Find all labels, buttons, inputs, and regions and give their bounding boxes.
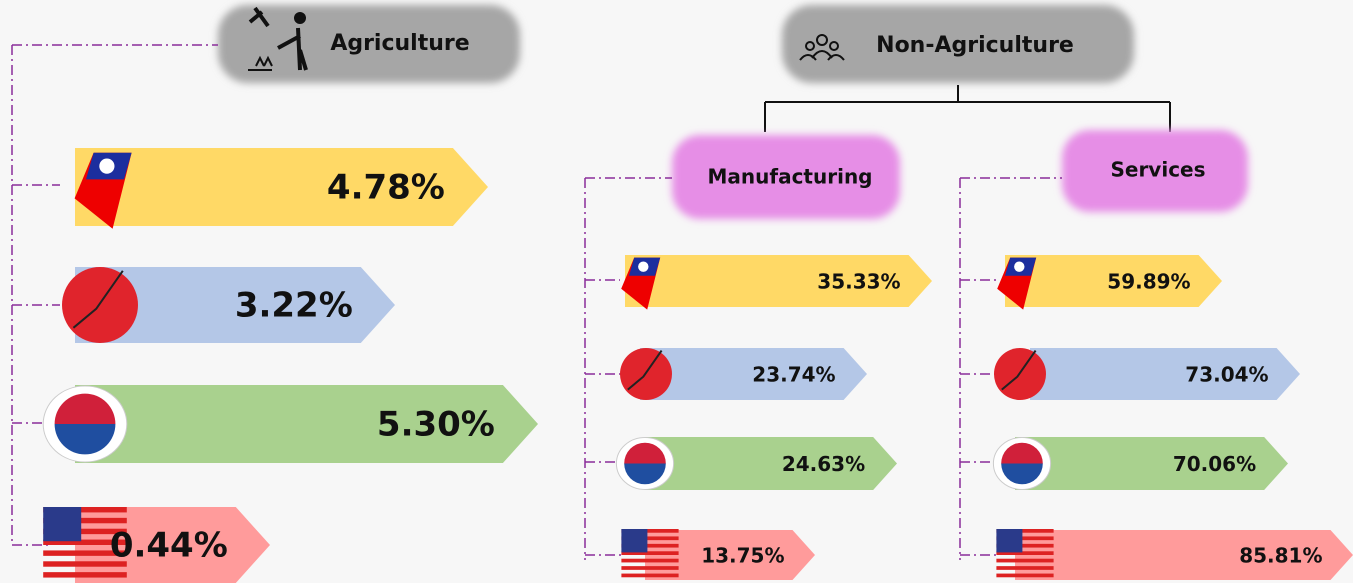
serv-header-bg [1062, 130, 1248, 212]
agri-connector [11, 44, 218, 546]
flag-usa-stripe [621, 543, 679, 548]
bar [1015, 530, 1353, 580]
flag-usa-stripe [996, 566, 1054, 570]
flag-usa-stripe [996, 551, 1054, 555]
flag-japan-map [72, 270, 124, 329]
flag-usa-stripe [43, 561, 127, 567]
flag-japan-map [1001, 350, 1037, 391]
percent-label: 0.44% [110, 526, 228, 566]
bar [1015, 437, 1288, 490]
percent-label: 13.75% [701, 544, 784, 568]
flag-usa-stripe [996, 543, 1054, 548]
bar [645, 530, 815, 580]
flag-usa-stripe [43, 539, 127, 545]
serv-title: Services [1110, 158, 1205, 182]
manu-connector [584, 177, 672, 560]
percent-label: 24.63% [782, 452, 865, 476]
agri-header-bg [218, 5, 520, 83]
bar [640, 348, 867, 400]
flag-korea-blue [54, 424, 116, 455]
flag-usa-stripe [621, 566, 679, 570]
flag-korea-blue [624, 463, 666, 485]
flag-usa-stripe [621, 536, 679, 541]
bar [1030, 348, 1300, 400]
flag-usa-stripe [43, 550, 127, 556]
agri-icon [248, 6, 308, 71]
flag-taiwan-sun [1014, 261, 1025, 272]
percent-label: 5.30% [377, 405, 495, 445]
flag-taiwan-sun [99, 158, 115, 174]
flag-usa-stripe [621, 558, 679, 563]
flag-usa-stripe [43, 507, 127, 513]
flag-usa-canton [43, 507, 82, 542]
bar [75, 267, 395, 343]
flag-usa-stripe [621, 551, 679, 555]
percent-label: 35.33% [817, 270, 900, 294]
serv-connector [959, 177, 1062, 560]
flag-korea-red [1001, 442, 1043, 464]
flag-usa-stripe [996, 573, 1054, 578]
flag-taiwan-sun [638, 261, 649, 272]
tree-lines [764, 85, 1171, 132]
manu-title: Manufacturing [708, 165, 873, 189]
flag-korea-red [624, 442, 666, 464]
flag-korea-blue [1001, 463, 1043, 485]
percent-label: 73.04% [1185, 363, 1268, 387]
flag-usa-stripe [996, 558, 1054, 563]
flag-usa-canton [996, 529, 1023, 553]
percent-label: 4.78% [327, 168, 445, 208]
nonagri-title: Non-Agriculture [876, 33, 1074, 58]
agri-title: Agriculture [330, 31, 469, 56]
flag-usa-stripe [621, 529, 679, 533]
percent-label: 70.06% [1173, 452, 1256, 476]
flag-korea-red [54, 393, 116, 424]
flag-usa-stripe [996, 536, 1054, 541]
manu-header-bg [672, 135, 900, 219]
percent-label: 85.81% [1239, 544, 1322, 568]
flag-japan-map [627, 350, 663, 391]
bar [75, 385, 538, 463]
percent-label: 3.22% [235, 286, 353, 326]
flag-usa-stripe [996, 529, 1054, 533]
bar [625, 255, 932, 307]
flag-usa-stripe [43, 528, 127, 535]
percent-label: 59.89% [1107, 270, 1190, 294]
bar [75, 148, 488, 226]
percent-label: 23.74% [752, 363, 835, 387]
bar [1005, 255, 1222, 307]
people-icon [799, 34, 845, 61]
flag-usa-stripe [621, 573, 679, 578]
flag-usa-canton [621, 529, 648, 553]
bar [645, 437, 897, 490]
nonagri-header-bg [782, 5, 1134, 83]
flag-usa-stripe [43, 572, 127, 578]
flag-usa-stripe [43, 517, 127, 524]
